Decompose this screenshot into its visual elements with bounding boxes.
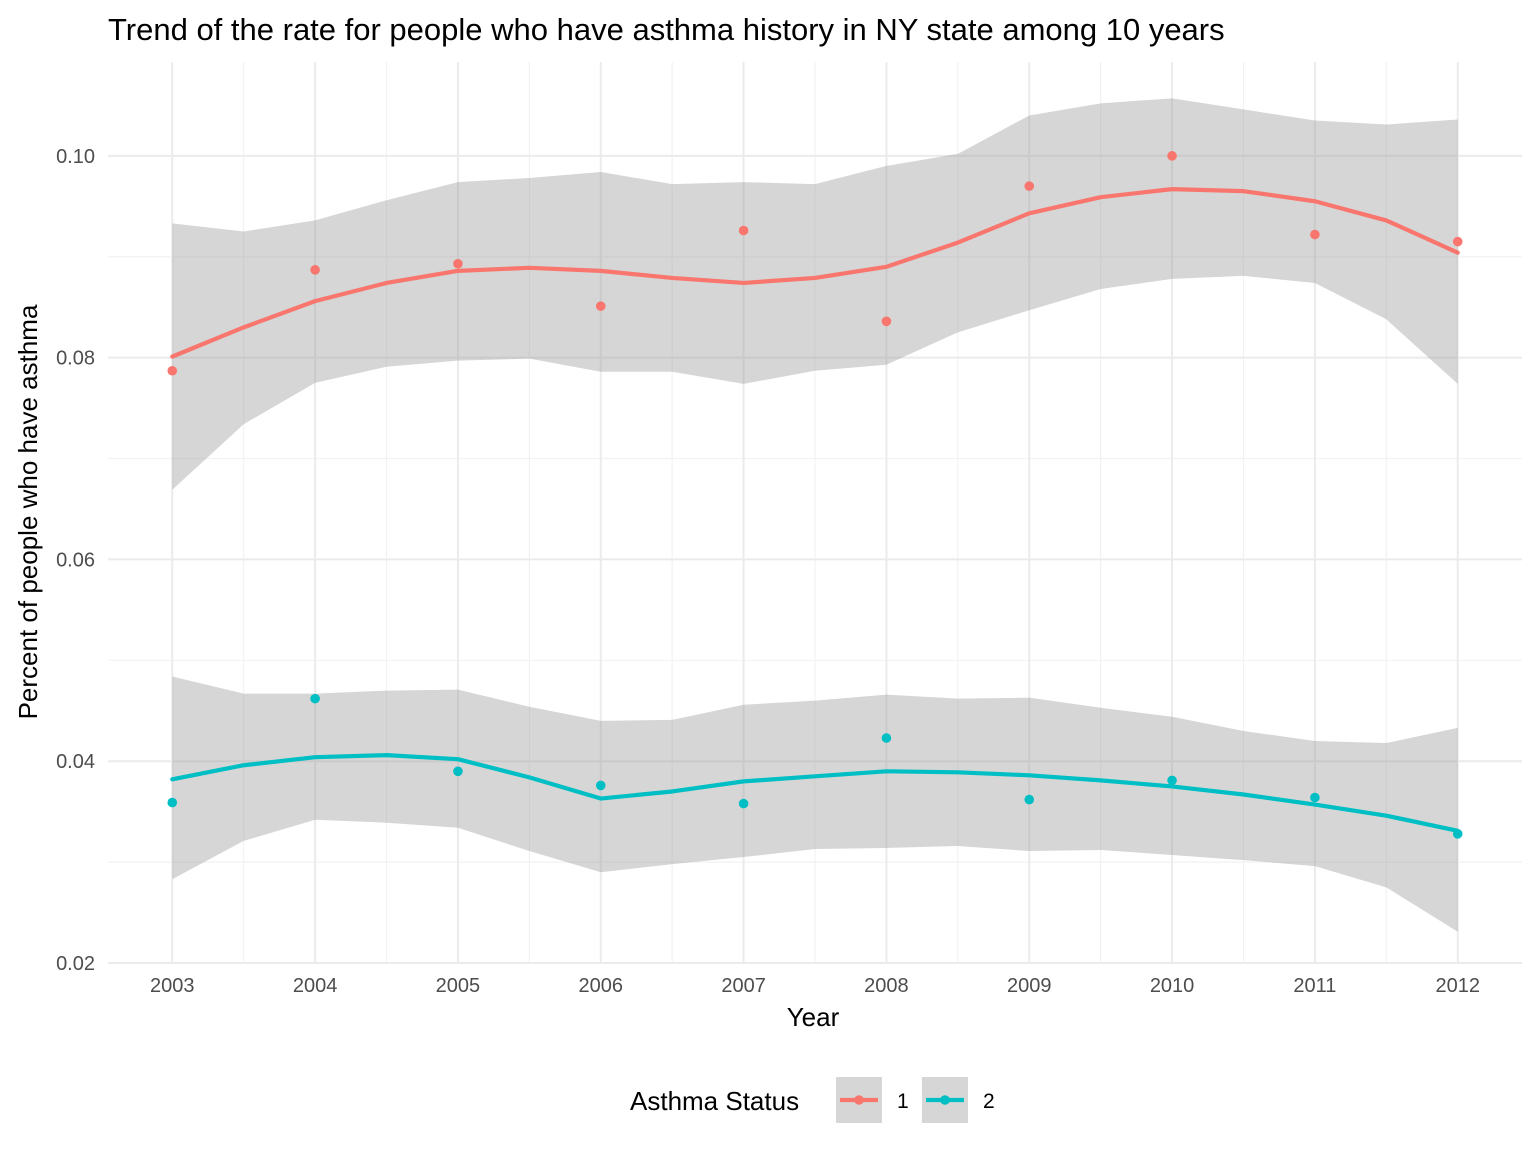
y-tick-label: 0.08 (56, 348, 95, 370)
confidence-band-series-1 (172, 98, 1458, 490)
x-tick-label: 2011 (1293, 975, 1336, 997)
confidence-band-series-2 (172, 676, 1458, 932)
y-tick-label: 0.02 (56, 953, 95, 975)
data-point-series-1 (595, 301, 606, 311)
smooth-line-layer (170, 187, 1460, 833)
data-point-series-2 (595, 780, 606, 791)
data-point-series-1 (310, 265, 320, 275)
data-point-series-1 (738, 225, 749, 236)
data-point-series-2 (1452, 829, 1463, 839)
confidence-band-layer (172, 98, 1458, 932)
x-tick-label: 2005 (436, 975, 481, 997)
x-tick-label: 2007 (721, 975, 766, 997)
data-point-series-1 (167, 365, 178, 376)
legend-title: Asthma Status (630, 1086, 799, 1116)
data-point-series-1 (1167, 151, 1177, 161)
legend-key-point-series-2 (940, 1095, 950, 1105)
x-tick-label: 2003 (150, 975, 195, 997)
x-tick-label: 2009 (1007, 975, 1052, 997)
axis-layer: 2003 2004 2005 2006 2007 2008 2009 2010 2011 2012… (56, 146, 1480, 997)
x-tick-label: 2006 (579, 975, 624, 997)
data-point-series-1 (1024, 181, 1035, 191)
data-point-series-2 (167, 797, 178, 808)
x-axis-title: Year (787, 1002, 840, 1032)
data-point-series-2 (1024, 794, 1035, 805)
legend-label-series-1: 1 (897, 1090, 909, 1113)
smooth-line-series-2 (170, 753, 1460, 833)
y-axis-title: Percent of people who have asthma (13, 304, 43, 719)
smooth-line-series-1 (170, 187, 1460, 359)
data-point-series-2 (738, 798, 749, 809)
x-tick-label: 2012 (1435, 975, 1480, 997)
y-tick-label: 0.04 (56, 751, 95, 773)
y-tick-label: 0.10 (56, 146, 95, 168)
point-layer (167, 151, 1463, 839)
x-tick-label: 2010 (1150, 975, 1195, 997)
grid-layer (108, 62, 1522, 964)
data-point-series-2 (881, 733, 892, 743)
data-point-series-1 (881, 316, 892, 327)
data-point-series-2 (1167, 775, 1177, 786)
data-point-series-2 (310, 693, 320, 704)
x-tick-label: 2004 (293, 975, 338, 997)
y-tick-label: 0.06 (56, 549, 95, 571)
data-point-series-1 (1310, 229, 1320, 240)
x-tick-label: 2008 (864, 975, 909, 997)
data-point-series-1 (1452, 236, 1463, 247)
data-point-series-2 (1310, 792, 1320, 803)
legend-label-series-2: 2 (983, 1090, 995, 1113)
legend-key-point-series-1 (854, 1095, 864, 1105)
data-point-series-2 (453, 766, 463, 777)
chart-title: Trend of the rate for people who have as… (108, 12, 1225, 47)
data-point-series-1 (453, 258, 463, 269)
